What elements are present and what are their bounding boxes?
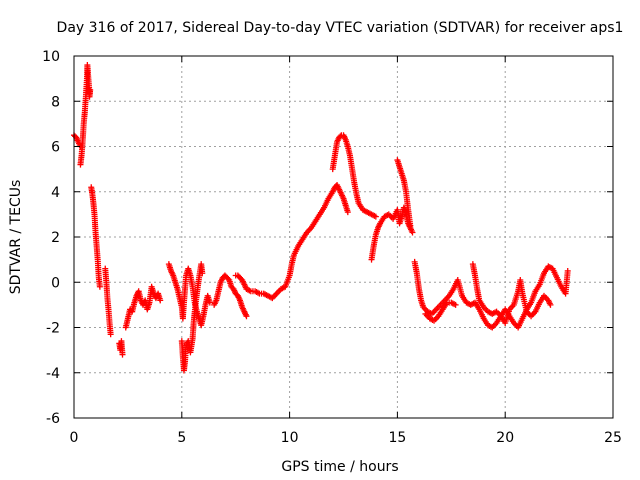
data-point	[452, 301, 459, 308]
x-tick-label: 25	[604, 430, 622, 446]
data-point	[96, 283, 103, 290]
y-tick-label: 10	[42, 49, 60, 65]
y-tick-label: 0	[51, 275, 60, 291]
y-tick-label: 8	[51, 94, 60, 110]
chart-title: Day 316 of 2017, Sidereal Day-to-day VTE…	[57, 20, 624, 36]
y-tick-label: -2	[46, 321, 60, 337]
data-point	[206, 299, 213, 306]
axis-ticks	[73, 55, 614, 419]
data-point	[107, 331, 114, 338]
x-tick-label: 20	[496, 430, 514, 446]
data-point	[407, 222, 414, 229]
data-point	[547, 301, 554, 308]
x-axis-title: GPS time / hours	[281, 459, 398, 475]
data-point	[409, 229, 416, 236]
data-points	[71, 62, 571, 374]
x-tick-label: 0	[70, 430, 79, 446]
data-point	[564, 267, 571, 274]
y-tick-labels: -6 -4 -2 0 2 4 6 8 10	[42, 49, 60, 427]
data-point	[119, 351, 126, 358]
y-tick-label: -4	[46, 366, 60, 382]
y-axis-title: SDTVAR / TECUs	[8, 180, 24, 295]
y-tick-label: 4	[51, 185, 60, 201]
y-tick-label: 2	[51, 230, 60, 246]
x-tick-label: 10	[281, 430, 299, 446]
data-point	[199, 270, 206, 277]
y-tick-label: -6	[46, 411, 60, 427]
grid-lines	[74, 56, 613, 418]
data-point	[157, 297, 164, 304]
x-tick-label: 5	[177, 430, 186, 446]
x-tick-label: 15	[388, 430, 406, 446]
data-point	[243, 313, 250, 320]
data-point	[87, 86, 94, 93]
x-tick-labels: 0 5 10 15 20 25	[70, 430, 622, 446]
data-point	[344, 209, 351, 216]
y-tick-label: 6	[51, 140, 60, 156]
data-point	[372, 213, 379, 220]
